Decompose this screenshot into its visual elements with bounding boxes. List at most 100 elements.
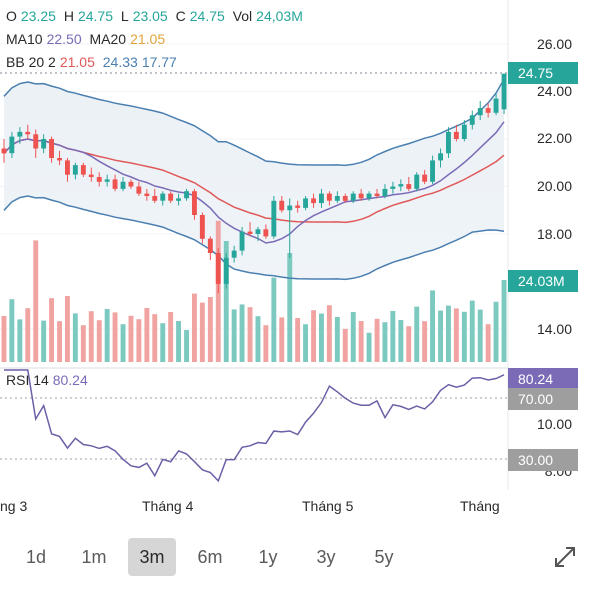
range-1y-button[interactable]: 1y: [258, 547, 278, 567]
volume-bar: [446, 305, 451, 362]
range-3y-button[interactable]: 3y: [316, 547, 336, 567]
ma10-value: 22.50: [46, 31, 82, 47]
volume-bar: [430, 290, 435, 362]
volume-bar: [1, 316, 7, 362]
volume-bar: [223, 241, 229, 362]
candle-body: [1, 148, 7, 154]
candle-body: [49, 139, 54, 158]
volume-bar: [366, 332, 372, 362]
candle-body: [501, 73, 507, 110]
ohlc-legend: O 23.25 H 24.75 L 23.05 C 24.75 Vol 24,03M: [6, 8, 307, 24]
high-label: H: [63, 8, 74, 24]
y-tick: 14.00: [536, 321, 572, 337]
candle-body: [104, 179, 110, 182]
low-label: L: [120, 8, 129, 24]
rsi-value-tag: 80.24: [508, 368, 578, 390]
candle-body: [80, 165, 86, 175]
volume-bar: [33, 240, 39, 362]
candle-body: [184, 191, 189, 199]
volume-bar: [184, 330, 189, 362]
candle-body: [199, 215, 205, 239]
candle-body: [128, 181, 134, 187]
volume-bar: [414, 306, 420, 362]
volume-bar: [374, 318, 380, 362]
ma-legend: MA10 22.50 MA20 21.05: [6, 31, 169, 47]
candle-body: [215, 253, 221, 284]
rsi-70-tag: 70.00: [508, 388, 578, 410]
volume-bar: [334, 317, 340, 362]
candle-body: [176, 198, 181, 201]
ma20-value: 21.05: [130, 31, 166, 47]
rsi-value: 80.24: [52, 372, 88, 388]
volume-bar: [136, 319, 142, 362]
rsi-legend: RSI 14 80.24: [6, 372, 88, 388]
candle-body: [477, 108, 483, 116]
volume-label: Vol: [232, 8, 253, 24]
candle-body: [41, 139, 47, 149]
volume-bar: [398, 320, 404, 362]
ma20-line: [3, 138, 505, 224]
range-6m-button[interactable]: 6m: [197, 547, 223, 567]
y-tick: 20.00: [536, 178, 572, 194]
candle-body: [406, 184, 412, 189]
ma10-label: MA10: [6, 31, 43, 47]
candle-body: [398, 184, 404, 187]
candle-body: [382, 188, 388, 196]
candle-body: [326, 193, 332, 201]
volume-bar: [57, 321, 62, 362]
rsi-line: [4, 369, 505, 483]
volume-bar: [96, 320, 102, 362]
volume-bar: [287, 253, 293, 362]
candle-body: [366, 193, 372, 199]
volume-bar: [311, 310, 316, 362]
candle-body: [311, 198, 316, 204]
range-1d-button[interactable]: 1d: [25, 547, 47, 567]
candle-body: [350, 193, 356, 201]
volume-bar: [120, 324, 126, 362]
volume-bar: [80, 325, 86, 362]
candle-body: [33, 134, 39, 149]
volume-bar: [144, 308, 150, 362]
open-value: 23.25: [20, 8, 56, 24]
volume-bar: [438, 310, 443, 362]
volume-bar: [41, 320, 47, 362]
candle-body: [334, 196, 340, 201]
candle-body: [287, 205, 293, 211]
candle-body: [72, 165, 78, 175]
candle-body: [358, 193, 364, 199]
volume-bar: [358, 321, 364, 362]
volume-bar: [239, 304, 245, 362]
volume-bar: [72, 313, 78, 362]
range-5y-button[interactable]: 5y: [374, 547, 394, 567]
volume-bar: [176, 321, 181, 362]
bollinger-band-fill: [4, 79, 504, 280]
candle-body: [342, 196, 348, 201]
candle-body: [247, 231, 253, 234]
range-1m-button[interactable]: 1m: [81, 547, 107, 567]
volume-bar: [128, 315, 134, 362]
volume-bar: [501, 280, 507, 362]
volume-bar: [493, 301, 499, 362]
volume-bar: [25, 308, 31, 362]
candle-body: [65, 160, 70, 175]
candle-body: [422, 174, 428, 182]
candle-body: [192, 191, 197, 215]
y-tick: 22.00: [536, 130, 572, 146]
candle-body: [271, 200, 277, 237]
candle-body: [223, 257, 229, 284]
ma20-label: MA20: [89, 31, 127, 47]
volume-bar: [477, 309, 483, 362]
bb-legend: BB 20 2 21.05 24.33 17.77: [6, 54, 181, 70]
candle-body: [160, 193, 166, 201]
bb-lower-value: 17.77: [141, 54, 177, 70]
range-3m-button[interactable]: 3m: [128, 538, 176, 576]
volume-bar: [263, 325, 269, 362]
bb-upper-value: 24.33: [102, 54, 138, 70]
open-label: O: [6, 8, 17, 24]
candle-body: [295, 205, 301, 208]
high-value: 24.75: [77, 8, 113, 24]
candle-body: [453, 131, 459, 139]
expand-icon[interactable]: [552, 544, 578, 570]
volume-bar: [303, 324, 308, 362]
candle-body: [57, 158, 62, 161]
